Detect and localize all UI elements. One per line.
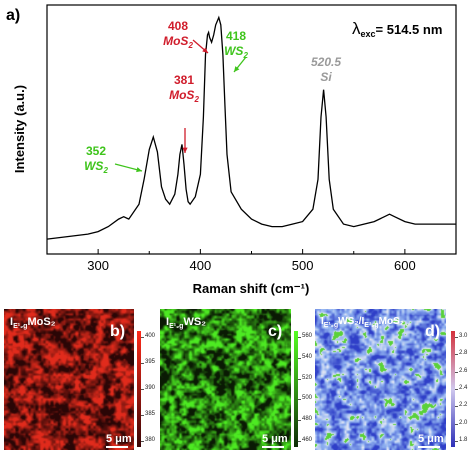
peak-label-number-418: 418 [226,29,246,43]
peak-label-number-352: 352 [86,144,106,158]
lambda-subscript: exc [361,29,376,39]
colorbar-tick-mark [455,337,458,338]
colorbar-tick-mark [455,371,458,373]
peak-arrowhead-418 [234,66,240,72]
peak-arrowhead-352 [136,167,142,173]
colorbar-tick-label: 1.8 [459,437,468,443]
lambda-symbol: λ [352,19,361,38]
peak-label-number-408: 408 [168,19,188,33]
colorbar-tick-label: 395 [145,359,156,365]
map-title-b: IE¹₂gMoS₂ [10,316,56,331]
mos2-intensity-map [4,309,134,450]
peak-label-species-381: MoS2 [169,88,199,104]
panel-label-b: b) [110,323,126,340]
scale-label: 5 μm [106,433,132,445]
colorbar-tick-mark [298,420,301,422]
colorbar-tick-mark [455,441,458,442]
colorbar-tick-label: 480 [302,416,313,423]
peak-arrowhead-381 [182,147,188,153]
scale-label: 5 μm [262,433,288,445]
colorbar-tick-label: 385 [145,411,156,417]
series-line-raman [46,15,456,240]
excitation-value: = 514.5 nm [376,22,443,37]
peak-label-species-408: MoS2 [163,34,193,50]
peak-arrowhead-408 [202,47,208,53]
colorbar-tick-label: 460 [302,437,313,443]
colorbar-tick-mark [455,354,458,356]
colorbar-tick-label: 400 [145,333,156,339]
x-axis-label: Raman shift (cm⁻¹) [193,281,310,296]
ws2-intensity-map [160,309,291,450]
colorbar-tick-label: 390 [145,385,156,391]
scale-bar [418,446,440,448]
colorbar-tick-mark [141,441,144,442]
peak-label-number-520-5: 520.5 [311,55,341,69]
y-axis-label: Intensity (a.u.) [12,85,27,173]
colorbar-tick-mark [141,415,144,416]
colorbar-tick-mark [141,337,144,338]
map-panel-c: IE¹₂gWS₂ c) 5 μm 560 540 520 500 480 460 [160,309,313,450]
colorbar-c [294,331,298,447]
panel-label-a: a) [6,7,20,24]
panel-label-c: c) [268,323,283,340]
colorbar-tick-mark [298,337,301,338]
colorbar-tick-mark [298,441,301,442]
colorbar-tick-label: 380 [145,437,156,443]
scale-bar [106,446,128,448]
ratio-map [315,309,446,450]
colorbar-b [137,331,141,447]
colorbar-tick-mark [298,399,301,401]
map-panel-d: IE¹₂gWS₂/IE¹₂gMoS₂ d) 5 μm 3.0 2.8 2.6 2.4 2… [315,309,472,450]
colorbar-tick-label: 520 [302,374,313,381]
peak-label-number-381: 381 [174,73,194,87]
colorbar-tick-mark [141,389,144,390]
x-axis-ticks: 300 400 500 600 [46,249,457,273]
colorbar-d [451,331,455,447]
colorbar-tick-mark [298,357,301,359]
colorbar-tick-label: 2.8 [459,350,468,357]
map-panel-b: IE¹₂gMoS₂ b) 5 μm 400 395 390 385 380 [4,309,156,450]
raman-spectrum-chart: a) 300 400 500 600 Raman shift (cm⁻¹) Inten… [6,4,457,296]
x-tick-label: 600 [394,258,416,273]
colorbar-tick-mark [455,423,458,425]
peak-label-species-520-5: Si [320,70,332,84]
colorbar-tick-label: 2.0 [459,419,468,426]
colorbar-tick-label: 2.2 [459,402,468,409]
scale-bar [262,446,284,448]
colorbar-tick-label: 2.6 [459,367,468,374]
x-tick-label: 400 [190,258,212,273]
x-tick-label: 300 [87,258,109,273]
colorbar-tick-mark [141,363,144,364]
colorbar-tick-label: 3.0 [459,333,468,339]
colorbar-tick-label: 540 [302,353,313,360]
map-title-c: IE¹₂gWS₂ [166,316,207,331]
map-title-d: IE¹₂gWS₂/IE¹₂gMoS₂ [321,316,405,329]
excitation-label: λexc= 514.5 nm [352,19,442,39]
colorbar-tick-label: 500 [302,395,313,402]
colorbar-tick-mark [298,378,301,380]
colorbar-tick-mark [455,406,458,408]
panel-label-d: d) [425,323,441,340]
peak-label-species-418: WS2 [224,44,248,60]
colorbar-tick-mark [455,389,458,390]
scale-label: 5 μm [418,433,444,445]
x-tick-label: 500 [292,258,314,273]
colorbar-tick-label: 2.4 [459,385,468,391]
colorbar-tick-label: 560 [302,333,313,339]
peak-label-species-352: WS2 [84,159,108,175]
